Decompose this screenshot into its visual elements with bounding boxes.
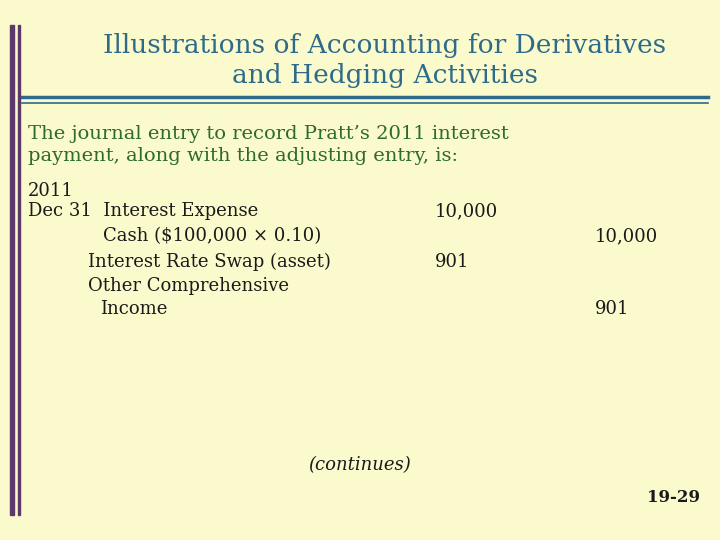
Text: Cash ($100,000 × 0.10): Cash ($100,000 × 0.10) xyxy=(103,227,321,245)
Text: payment, along with the adjusting entry, is:: payment, along with the adjusting entry,… xyxy=(28,147,458,165)
Text: 901: 901 xyxy=(595,300,629,318)
Bar xyxy=(18,25,20,515)
Text: 901: 901 xyxy=(435,253,469,271)
Text: 19-29: 19-29 xyxy=(647,489,700,507)
Text: (continues): (continues) xyxy=(309,456,411,474)
Text: Income: Income xyxy=(100,300,167,318)
Text: Other Comprehensive: Other Comprehensive xyxy=(88,277,289,295)
Text: Interest Rate Swap (asset): Interest Rate Swap (asset) xyxy=(88,253,331,271)
Text: 2011: 2011 xyxy=(28,182,74,200)
Text: 10,000: 10,000 xyxy=(435,202,498,220)
Text: Dec 31  Interest Expense: Dec 31 Interest Expense xyxy=(28,202,258,220)
Text: 10,000: 10,000 xyxy=(595,227,658,245)
Text: and Hedging Activities: and Hedging Activities xyxy=(232,63,538,87)
Text: The journal entry to record Pratt’s 2011 interest: The journal entry to record Pratt’s 2011… xyxy=(28,125,509,143)
Bar xyxy=(10,25,14,515)
Text: Illustrations of Accounting for Derivatives: Illustrations of Accounting for Derivati… xyxy=(104,33,667,58)
